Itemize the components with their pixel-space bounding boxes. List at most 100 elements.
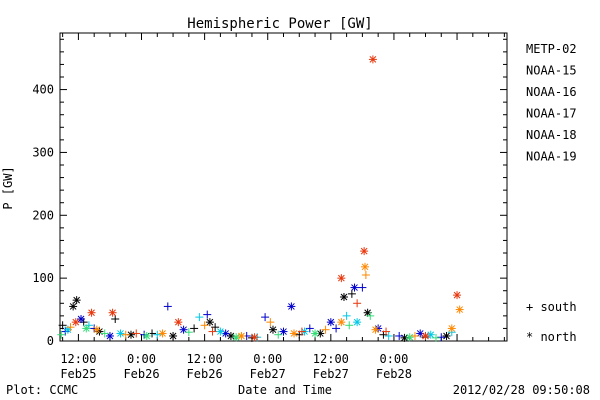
data-point-south: [200, 321, 209, 330]
x-tick-label-time: 0:00: [253, 352, 282, 366]
data-point-south: [261, 313, 270, 322]
data-point-north: [268, 325, 277, 334]
x-tick-label-time: 12:00: [187, 352, 223, 366]
marker-legend: + south * north: [526, 300, 577, 344]
data-point-north: [237, 331, 246, 340]
x-tick-label-date: Feb26: [123, 367, 159, 381]
data-point-north: [116, 329, 125, 338]
data-point-north: [337, 274, 346, 283]
legend-entry: METP-02: [526, 42, 577, 56]
y-tick-label: 200: [32, 208, 54, 222]
data-point-south: [366, 311, 375, 320]
data-point-north: [105, 331, 114, 340]
data-point-south: [111, 315, 120, 323]
footer-credit: Plot: CCMC: [6, 383, 78, 397]
data-point-south: [332, 324, 341, 333]
data-point-north: [426, 330, 435, 339]
x-tick-label-date: Feb25: [60, 367, 96, 381]
y-tick-label: 100: [32, 271, 54, 285]
data-point-north: [71, 318, 80, 327]
chart-title: Hemispheric Power [GW]: [187, 16, 372, 32]
data-point-south: [358, 283, 367, 292]
data-point-south: [342, 311, 351, 320]
data-point-north: [158, 329, 167, 338]
data-point-south: [58, 321, 67, 330]
data-point-north: [279, 327, 288, 336]
x-tick-label-time: 0:00: [127, 352, 156, 366]
data-point-south: [132, 329, 141, 338]
data-point-south: [410, 331, 419, 340]
y-tick-label: 300: [32, 145, 54, 159]
legend-entry: NOAA-19: [526, 150, 577, 164]
footer-timestamp: 2012/02/28 09:50:08: [453, 383, 590, 397]
data-point-north: [179, 325, 188, 334]
data-point-north: [126, 330, 135, 339]
data-point-south: [432, 333, 441, 342]
legend-entry: NOAA-16: [526, 85, 577, 99]
data-point-north: [337, 318, 346, 327]
marker-legend-entry: * north: [526, 330, 577, 344]
x-axis: 12:00Feb250:00Feb2612:00Feb260:00Feb2712…: [60, 33, 505, 381]
data-point-north: [108, 308, 117, 317]
x-tick-label-date: Feb27: [250, 367, 286, 381]
data-point-north: [371, 325, 380, 334]
data-point-north: [142, 331, 151, 340]
data-point-south: [121, 330, 130, 339]
data-point-south: [211, 323, 220, 332]
marker-legend-entry: + south: [526, 300, 577, 314]
y-axis: 0 100 200 300 400: [32, 38, 507, 348]
data-point-south: [208, 327, 217, 336]
data-point-south: [163, 302, 172, 311]
data-point-south: [266, 318, 275, 327]
data-point-north: [361, 262, 370, 271]
data-point-north: [368, 55, 377, 64]
data-point-south: [353, 299, 362, 308]
data-point-north: [447, 324, 456, 333]
x-tick-label-date: Feb27: [313, 367, 349, 381]
data-point-south: [437, 333, 446, 342]
x-tick-label-date: Feb28: [376, 367, 412, 381]
legend-entry: NOAA-17: [526, 107, 577, 121]
data-point-north: [405, 333, 414, 342]
y-tick-label: 400: [32, 83, 54, 97]
legend-entry: NOAA-15: [526, 64, 577, 78]
data-point-north: [350, 283, 359, 292]
data-point-south: [57, 330, 66, 339]
data-point-south: [382, 327, 391, 336]
data-point-south: [347, 289, 356, 298]
x-axis-label: Date and Time: [238, 383, 332, 397]
y-axis-label: P [GW]: [1, 166, 15, 209]
data-point-north: [290, 329, 299, 338]
data-point-south: [384, 331, 393, 340]
data-point-south: [100, 329, 109, 338]
legend-entry: NOAA-18: [526, 128, 577, 142]
data-point-north: [455, 305, 464, 314]
data-point-north: [453, 291, 462, 300]
data-point-north: [72, 296, 81, 305]
plot-frame: [59, 32, 508, 342]
data-point-north: [250, 333, 259, 342]
data-point-south: [345, 321, 354, 330]
data-point-south: [395, 331, 404, 340]
data-point-north: [232, 333, 241, 342]
data-point-north: [216, 327, 225, 336]
data-point-south: [190, 324, 199, 333]
x-tick-label-date: Feb26: [187, 367, 223, 381]
data-point-north: [326, 318, 335, 327]
data-point-north: [421, 331, 430, 340]
data-point-north: [311, 329, 320, 338]
data-point-north: [339, 293, 348, 301]
data-point-north: [360, 247, 369, 256]
data-point-north: [169, 331, 178, 340]
x-tick-label-time: 12:00: [313, 352, 349, 366]
data-point-south: [184, 328, 193, 337]
data-point-south: [321, 325, 330, 334]
data-point-north: [353, 318, 362, 327]
data-point-south: [195, 313, 204, 322]
data-point-south: [203, 310, 212, 319]
data-point-south: [297, 327, 306, 336]
x-tick-label-time: 12:00: [60, 352, 96, 366]
y-tick-label: 0: [47, 334, 54, 348]
data-point-south: [66, 323, 75, 332]
